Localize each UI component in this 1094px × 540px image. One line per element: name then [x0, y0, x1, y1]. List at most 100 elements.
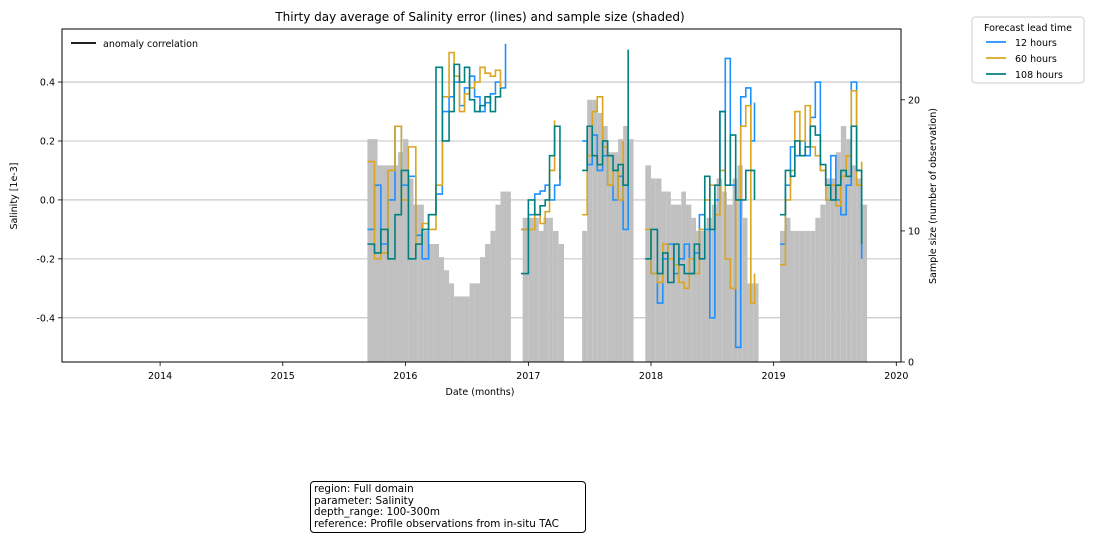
sample-size-bar [830, 178, 836, 362]
legend-label-12h: 12 hours [1015, 38, 1057, 49]
info-box: region: Full domain parameter: Salinity … [310, 481, 586, 534]
sample-size-bar [408, 178, 414, 362]
y2-tick-label: 20 [908, 95, 920, 106]
sample-size-bar [861, 204, 868, 362]
sample-size-bar [597, 112, 603, 362]
sample-size-bar [846, 139, 852, 362]
info-depth-range: depth_range: 100-300m [314, 506, 440, 519]
sample-size-bar [675, 204, 682, 362]
series-line-60-hours [367, 51, 502, 260]
sample-size-bar [505, 191, 511, 362]
legend-inner-label: anomaly correlation [103, 39, 198, 50]
sample-size-bar [552, 230, 559, 362]
x-tick-label: 2014 [148, 371, 172, 382]
sample-size-bar [543, 217, 549, 362]
info-reference: reference: Profile observations from in-… [314, 517, 559, 530]
sample-size-bar [490, 230, 496, 362]
sample-size-bar [618, 139, 624, 362]
sample-size-bar [418, 204, 424, 362]
plot-area: 2014 2015 2016 2017 2018 2019 2020 -0.4 -0.2 0.0 0… [36, 28, 920, 382]
sample-size-bar [548, 217, 553, 362]
series-line-108-hours [367, 63, 502, 260]
sample-size-bar [469, 283, 475, 362]
sample-size-bar [459, 296, 465, 362]
sample-size-bar [423, 230, 429, 362]
x-tick-label: 2020 [884, 371, 908, 382]
sample-size-bar [474, 283, 480, 362]
y-tick-label: 0.2 [40, 136, 55, 147]
sample-size-bar [753, 283, 759, 362]
sample-size-bar [428, 244, 434, 362]
sample-size-bar [438, 257, 445, 362]
sample-size-bar [387, 165, 393, 362]
legend-inner: anomaly correlation [71, 39, 198, 50]
series-line-108-hours [645, 110, 756, 284]
sample-size-bar [479, 257, 486, 362]
sample-size-bar [449, 283, 455, 362]
sample-size-bar [722, 191, 727, 362]
sample-size-bar [433, 244, 439, 362]
sample-size-bar [661, 191, 667, 362]
chart-title: Thirty day average of Salinity error (li… [274, 10, 684, 24]
sample-size-bar [485, 244, 491, 362]
sample-size-bar [382, 165, 388, 362]
sample-size-bar [528, 217, 534, 362]
info-region: region: Full domain [314, 483, 414, 495]
x-tick-label: 2017 [516, 371, 540, 382]
y-tick-label: 0.0 [40, 195, 55, 206]
sample-size-bar [533, 217, 539, 362]
series-line-108-hours [780, 125, 863, 245]
sample-size-bar [398, 152, 404, 362]
sample-size-bar [645, 165, 652, 362]
sample-size-bar [454, 296, 460, 362]
series-line-60-hours [520, 120, 556, 231]
legend-title: Forecast lead time [984, 23, 1072, 34]
sample-size-bar [392, 165, 399, 362]
sample-size-bar [691, 217, 697, 362]
y-tick-label: 0.4 [40, 78, 55, 89]
y-tick-label: -0.2 [36, 254, 55, 265]
sample-size-bar [840, 126, 847, 362]
sample-size-bar [856, 178, 862, 362]
x-tick-label: 2016 [393, 371, 417, 382]
y-axis-label: Salinity [1e-3] [9, 163, 20, 230]
sample-size-bar [655, 178, 662, 362]
y2-tick-label: 0 [908, 358, 914, 369]
sample-size-bar [651, 178, 656, 362]
sample-size-bar [587, 99, 593, 362]
sample-size-bar [810, 230, 816, 362]
sample-size-bar [602, 126, 608, 362]
sample-size-bar [780, 230, 786, 362]
x-axis-label: Date (months) [446, 387, 515, 398]
sample-size-bar [628, 139, 634, 362]
y-tick-label: -0.4 [36, 313, 55, 324]
sample-size-bar [500, 191, 506, 362]
sample-size-bar [716, 178, 723, 362]
sample-size-bar [799, 230, 806, 362]
sample-size-bar [377, 165, 383, 362]
sample-size-bar [794, 230, 800, 362]
info-parameter: parameter: Salinity [314, 494, 414, 507]
legend-frame [971, 16, 1085, 84]
sample-size-bar [558, 244, 564, 362]
legend-lead-time: Forecast lead time 12 hours 60 hours 108… [971, 16, 1085, 84]
sample-size-bar [592, 99, 598, 362]
sample-size-bar [403, 139, 409, 362]
x-tick-label: 2019 [762, 371, 786, 382]
series-line-108-hours [582, 49, 629, 186]
sample-size-bar [444, 270, 450, 362]
sample-size-bar [851, 165, 857, 362]
sample-size-bar [805, 230, 811, 362]
y2-tick-label: 10 [908, 226, 920, 237]
sample-size-bar [582, 230, 588, 362]
series-line-12-hours [520, 176, 561, 231]
sample-size-bar [623, 126, 629, 362]
sample-size-bar [742, 217, 748, 362]
x-tick-label: 2018 [639, 371, 663, 382]
sample-size-bar [495, 204, 501, 362]
sample-size-bar [815, 217, 821, 362]
sample-size-bar [413, 204, 419, 362]
sample-size-bar [670, 204, 676, 362]
y2-axis-label: Sample size (number of observation) [928, 108, 939, 284]
